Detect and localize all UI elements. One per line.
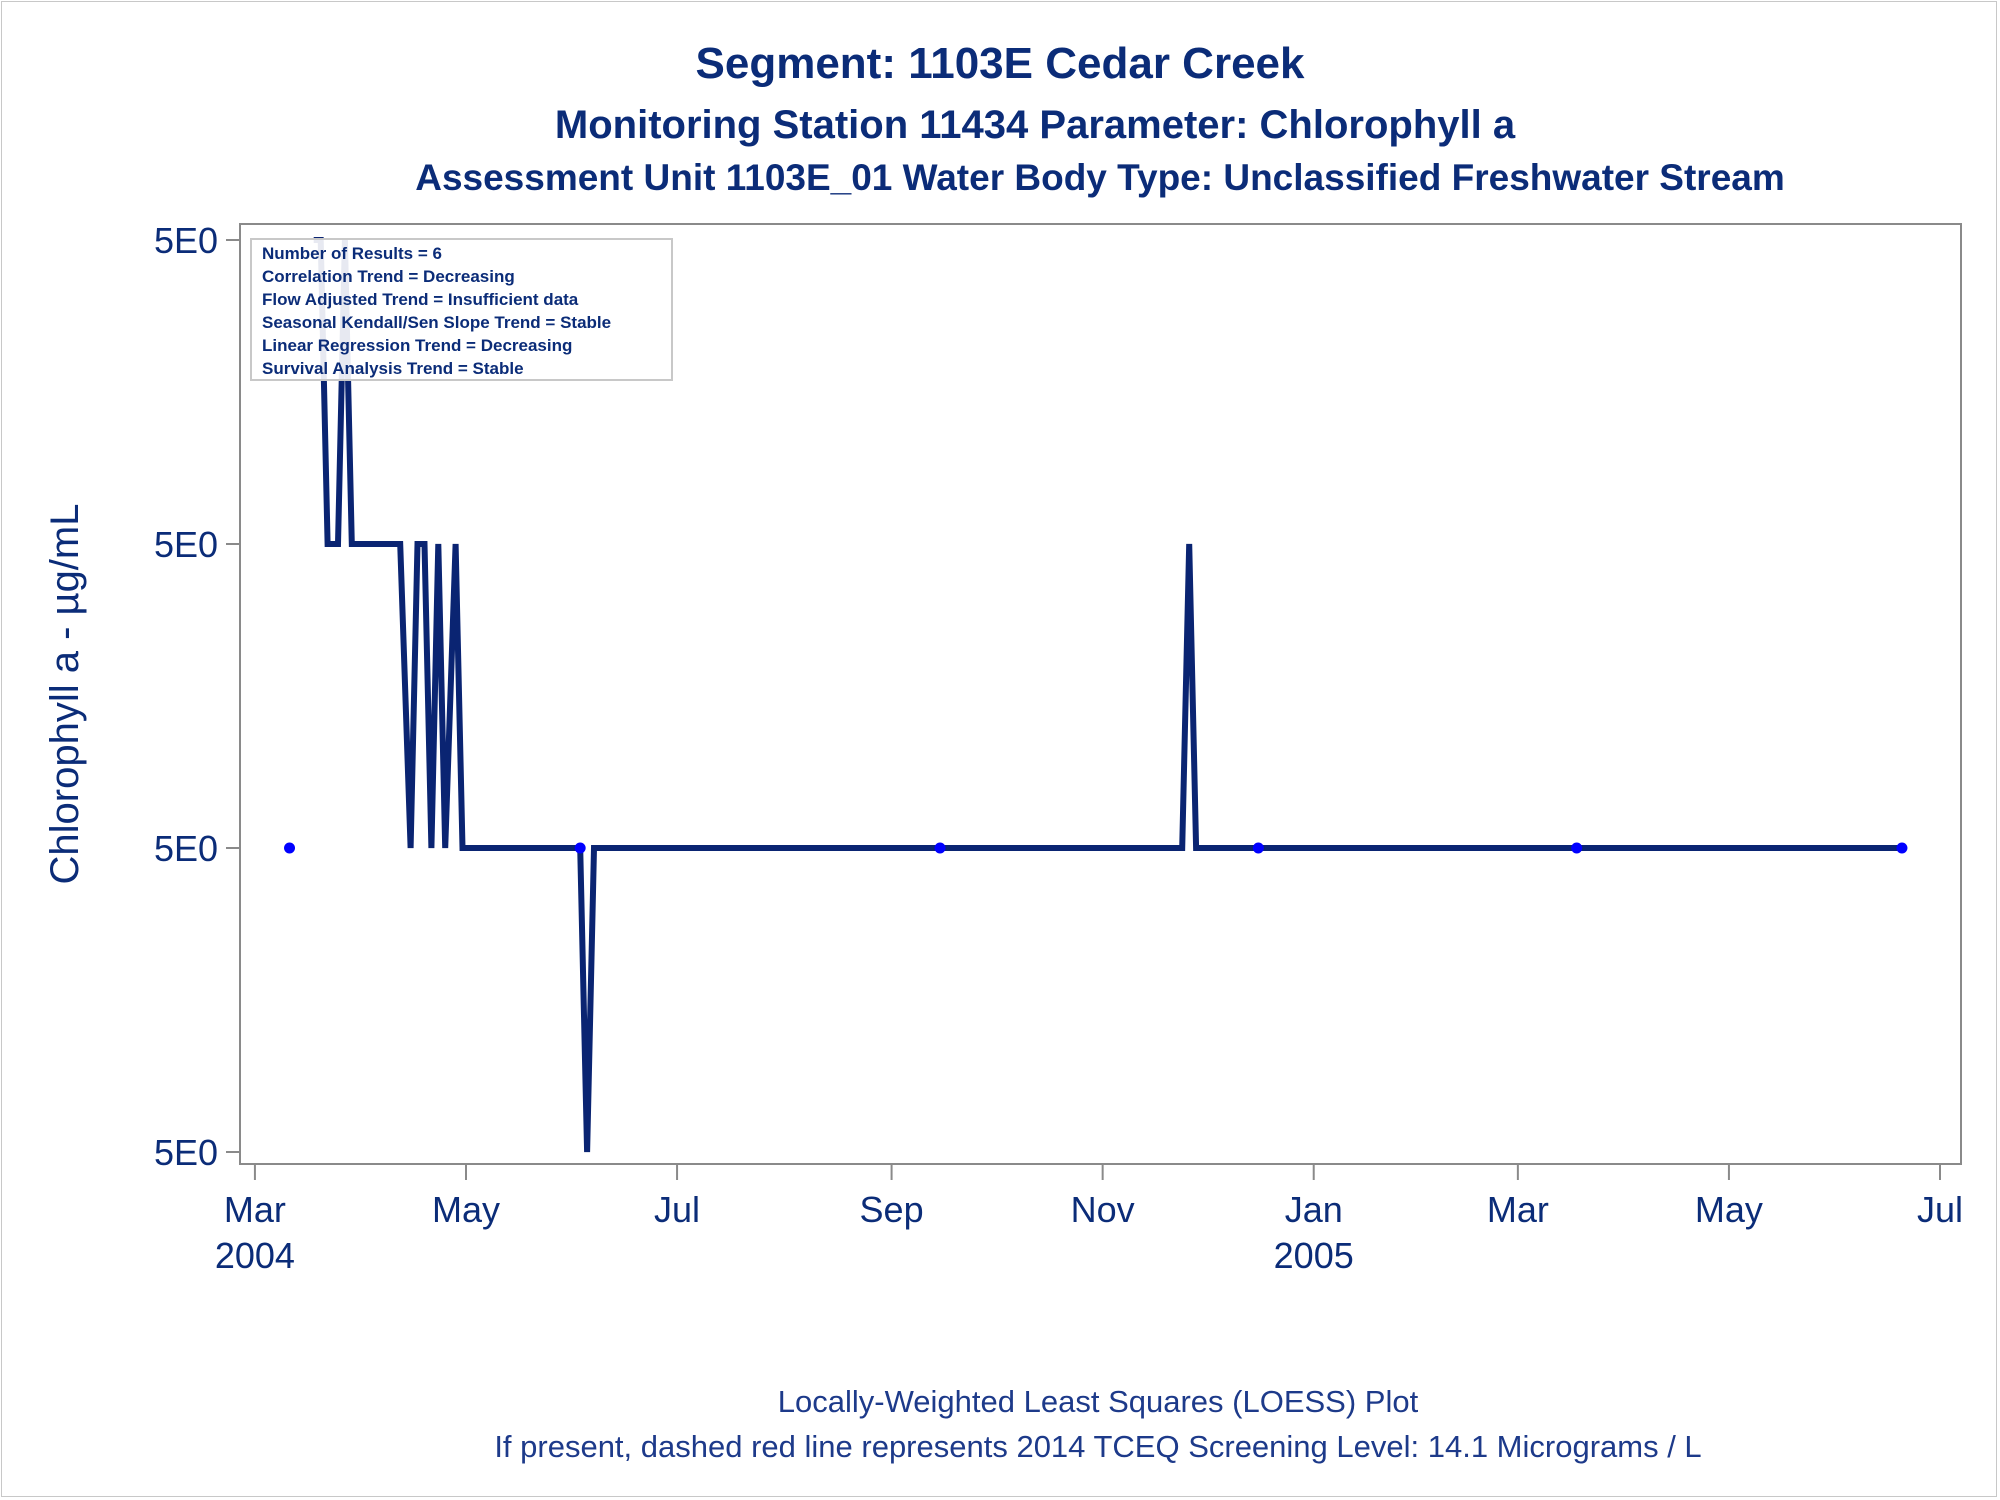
- y-tick-label: 5E0: [154, 220, 218, 261]
- x-tick-label: Jan: [1285, 1189, 1343, 1230]
- footnote-1: Locally-Weighted Least Squares (LOESS) P…: [778, 1384, 1419, 1419]
- plot-area: [239, 223, 1962, 1165]
- data-point: [574, 842, 586, 854]
- stat-number-of-results: Number of Results = 6: [262, 244, 442, 263]
- stat-correlation-trend: Correlation Trend = Decreasing: [262, 267, 515, 286]
- data-point: [284, 842, 296, 854]
- x-axis: Mar 2004 May Jul Sep Nov Jan 2005 Mar May Jul: [215, 1164, 1963, 1276]
- x-tick-label: Jul: [654, 1189, 700, 1230]
- stat-linear-regression-trend: Linear Regression Trend = Decreasing: [262, 336, 572, 355]
- data-point: [1571, 842, 1583, 854]
- x-tick-label: Nov: [1071, 1189, 1135, 1230]
- x-tick-label: Mar: [224, 1189, 286, 1230]
- footnote-2: If present, dashed red line represents 2…: [494, 1429, 1701, 1464]
- stats-legend: Number of Results = 6 Correlation Trend …: [250, 238, 673, 381]
- x-tick-year-label: 2005: [1274, 1235, 1354, 1276]
- data-point: [934, 842, 946, 854]
- stats-legend-box: [250, 238, 673, 381]
- x-tick-label: May: [1695, 1189, 1763, 1230]
- stat-seasonal-kendall-trend: Seasonal Kendall/Sen Slope Trend = Stabl…: [262, 313, 611, 332]
- data-point: [1252, 842, 1264, 854]
- x-tick-label: May: [432, 1189, 500, 1230]
- stat-survival-analysis-trend: Survival Analysis Trend = Stable: [262, 359, 524, 378]
- y-tick-label: 5E0: [154, 1132, 218, 1173]
- loess-line: [313, 237, 1902, 1153]
- chart-subtitle-1: Monitoring Station 11434 Parameter: Chlo…: [555, 103, 1516, 147]
- chart-title: Segment: 1103E Cedar Creek: [696, 39, 1306, 88]
- x-tick-year-label: 2004: [215, 1235, 295, 1276]
- y-tick-label: 5E0: [154, 524, 218, 565]
- series-group: [284, 237, 1908, 1153]
- stat-flow-adjusted-trend: Flow Adjusted Trend = Insufficient data: [262, 290, 579, 309]
- y-tick-label: 5E0: [154, 828, 218, 869]
- chart-subtitle-2: Assessment Unit 1103E_01 Water Body Type…: [415, 157, 1785, 198]
- x-tick-label: Sep: [860, 1189, 924, 1230]
- y-axis-label: Chlorophyll a - µg/mL: [43, 504, 87, 885]
- data-point: [1896, 842, 1908, 854]
- x-tick-label: Jul: [1917, 1189, 1963, 1230]
- y-axis: 5E0 5E0 5E0 5E0: [154, 220, 240, 1173]
- x-tick-label: Mar: [1487, 1189, 1549, 1230]
